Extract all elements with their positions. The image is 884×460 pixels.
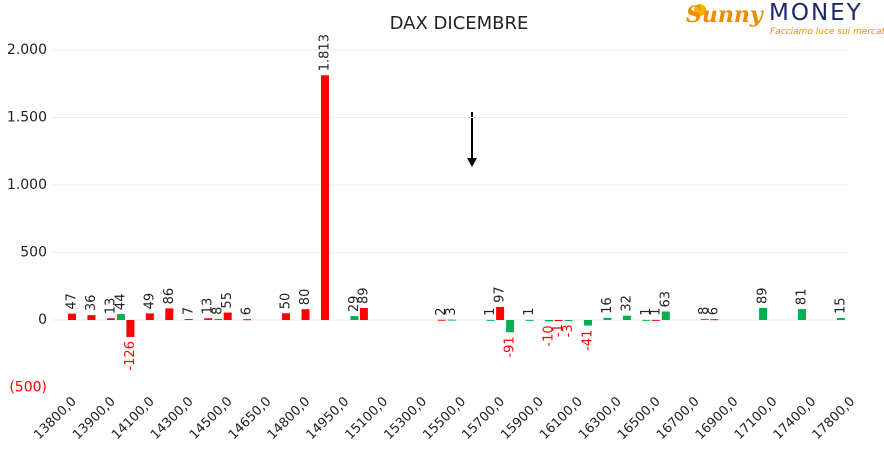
data-label: 97 (493, 286, 508, 303)
data-label: 1 (639, 308, 654, 316)
bar (223, 312, 232, 320)
bar (106, 318, 115, 320)
data-label: 7 (181, 307, 196, 315)
bar (545, 320, 554, 322)
data-label: 3 (444, 307, 459, 315)
logo: Sunny MONEY Facciamo luce sui mercati (686, 0, 884, 37)
bar (622, 315, 631, 320)
data-label: -41 (580, 330, 595, 351)
bar (126, 320, 135, 338)
bar (759, 307, 768, 320)
data-label: 63 (658, 291, 673, 308)
data-label: 1 (648, 308, 663, 316)
chart-title: DAX DICEMBRE (390, 13, 529, 34)
data-label: 13 (103, 298, 118, 315)
bar (486, 319, 495, 321)
bar (583, 320, 592, 326)
data-label: 15 (833, 297, 848, 314)
logo-tagline: Facciamo luce sui mercati (770, 27, 884, 37)
data-label: 13 (201, 298, 216, 315)
y-tick-label: 1.000 (7, 177, 47, 193)
data-label: 1 (483, 308, 498, 316)
data-label: -3 (561, 324, 576, 337)
bar (184, 319, 193, 321)
bar (204, 318, 213, 320)
data-label: 55 (220, 292, 235, 309)
bar (359, 307, 368, 320)
bar (651, 319, 660, 321)
y-tick-label: 500 (20, 245, 47, 261)
y-tick-label: 2.000 (7, 42, 47, 58)
bar (214, 318, 223, 320)
data-label: 6 (707, 307, 722, 315)
data-label: 44 (113, 294, 128, 311)
bar (301, 309, 310, 320)
y-tick-label: (500) (9, 380, 47, 396)
bar (243, 319, 252, 321)
bar (700, 318, 709, 320)
bar (603, 317, 612, 320)
data-label: -126 (123, 341, 138, 371)
data-label: -10 (542, 325, 557, 346)
arrow-head (467, 158, 477, 167)
data-label: 8 (211, 307, 226, 315)
data-label: 36 (84, 295, 99, 312)
data-label: 80 (298, 289, 313, 306)
bar (836, 317, 845, 320)
bar (116, 314, 125, 320)
bar (496, 306, 505, 320)
logo-brand: Sunny (686, 2, 765, 28)
data-label: 47 (65, 293, 80, 310)
bar (506, 320, 515, 333)
data-label: 89 (756, 287, 771, 304)
data-label: 49 (142, 293, 157, 310)
bar (350, 316, 359, 320)
data-label: 29 (347, 296, 362, 313)
bar (447, 319, 456, 321)
bar (710, 319, 719, 321)
bar (798, 309, 807, 320)
arrow (467, 112, 477, 167)
bar (320, 75, 329, 321)
bar (661, 311, 670, 320)
y-tick-label: 1.500 (7, 110, 47, 126)
data-label: 6 (240, 307, 255, 315)
x-tick-label: 17800,0 (810, 394, 859, 443)
data-label: -1 (551, 324, 566, 337)
bar (145, 313, 154, 320)
data-label: 2 (434, 307, 449, 315)
bar (68, 313, 76, 320)
bar (165, 308, 174, 320)
data-label: 1 (522, 308, 537, 316)
data-label: 16 (600, 297, 615, 314)
logo-sun (694, 4, 706, 16)
data-label: 1.813 (317, 34, 332, 71)
data-label: 32 (619, 295, 634, 312)
bar (437, 319, 446, 321)
bar (87, 315, 96, 320)
bar (564, 320, 573, 321)
bar (525, 319, 534, 321)
data-label: 8 (697, 307, 712, 315)
bar (282, 313, 291, 320)
data-label: 89 (356, 287, 371, 304)
data-label: -91 (503, 336, 518, 357)
data-label: 81 (795, 289, 810, 306)
bar (554, 320, 563, 321)
data-label: 50 (279, 293, 294, 310)
logo-name: MONEY (769, 0, 863, 26)
bar (642, 319, 651, 321)
y-tick-label: 0 (38, 312, 47, 328)
data-label: 86 (162, 288, 177, 305)
